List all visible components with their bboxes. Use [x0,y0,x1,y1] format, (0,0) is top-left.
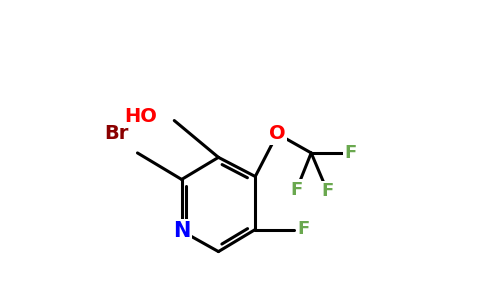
Text: N: N [173,221,190,241]
Text: F: F [345,144,357,162]
Text: F: F [321,182,333,200]
Text: Br: Br [104,124,128,143]
Text: F: F [298,220,310,238]
Text: O: O [269,124,286,143]
Text: F: F [290,181,302,199]
Text: HO: HO [124,106,157,126]
